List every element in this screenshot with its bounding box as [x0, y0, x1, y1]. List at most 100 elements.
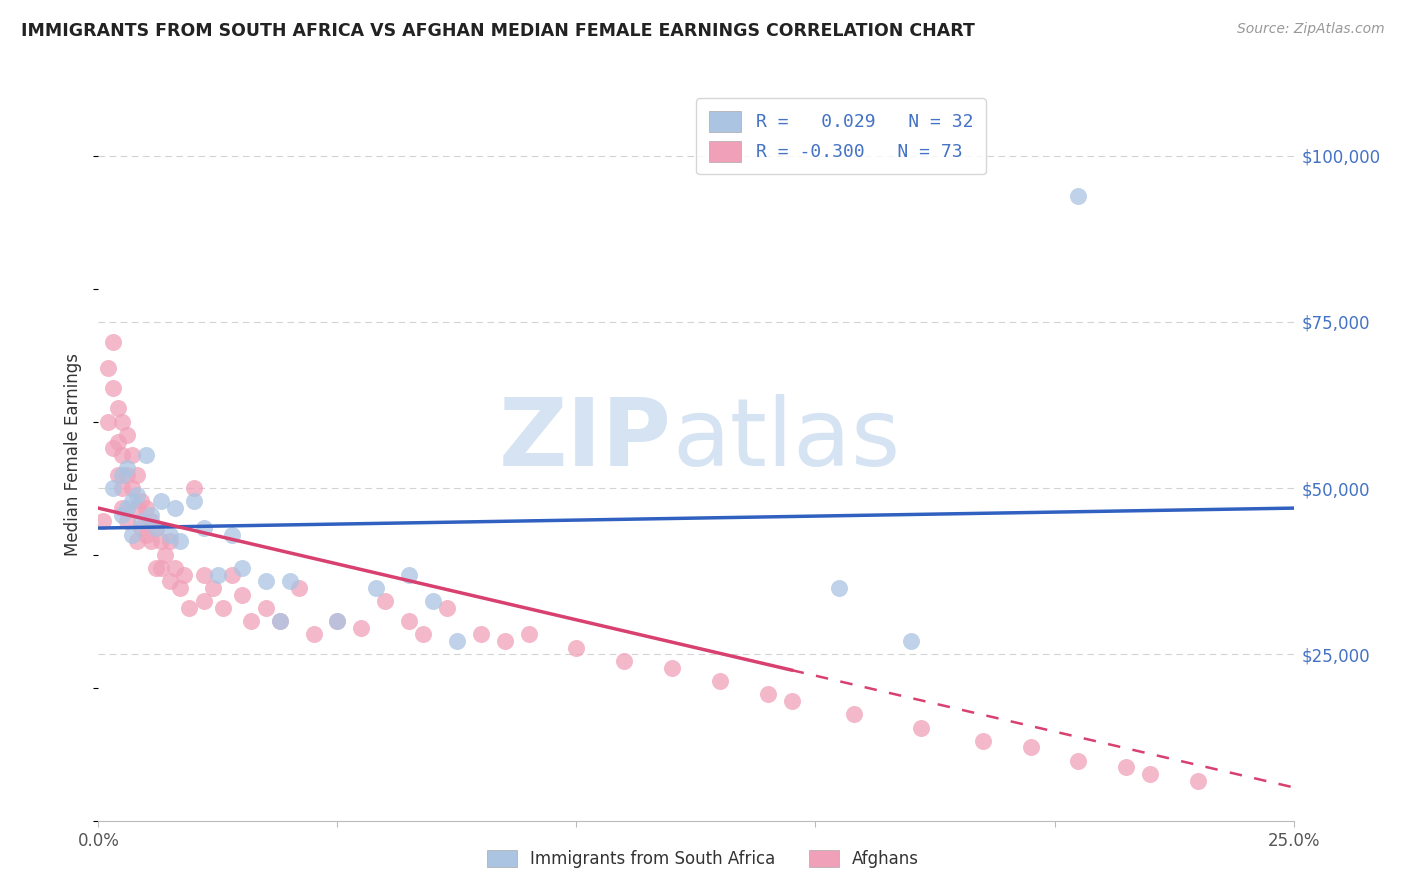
Point: [121, 527, 143, 541]
Point: [900, 634, 922, 648]
Point: [1187, 773, 1209, 788]
Point: [1019, 740, 1042, 755]
Point: [159, 534, 181, 549]
Point: [374, 594, 396, 608]
Point: [121, 448, 143, 462]
Point: [517, 627, 540, 641]
Point: [159, 527, 181, 541]
Point: [131, 494, 153, 508]
Point: [107, 401, 129, 416]
Point: [101, 381, 124, 395]
Point: [446, 634, 468, 648]
Point: [254, 574, 277, 589]
Point: [278, 574, 301, 589]
Point: [183, 481, 205, 495]
Point: [910, 721, 932, 735]
Point: [173, 567, 195, 582]
Point: [470, 627, 492, 641]
Point: [107, 434, 129, 449]
Point: [149, 561, 172, 575]
Point: [121, 494, 143, 508]
Point: [269, 614, 291, 628]
Point: [145, 561, 167, 575]
Point: [288, 581, 311, 595]
Point: [145, 521, 167, 535]
Point: [364, 581, 387, 595]
Point: [221, 567, 243, 582]
Point: [183, 494, 205, 508]
Point: [254, 600, 277, 615]
Point: [101, 481, 124, 495]
Legend: Immigrants from South Africa, Afghans: Immigrants from South Africa, Afghans: [478, 842, 928, 877]
Point: [107, 467, 129, 482]
Point: [115, 467, 138, 482]
Text: IMMIGRANTS FROM SOUTH AFRICA VS AFGHAN MEDIAN FEMALE EARNINGS CORRELATION CHART: IMMIGRANTS FROM SOUTH AFRICA VS AFGHAN M…: [21, 22, 974, 40]
Point: [101, 334, 124, 349]
Point: [91, 515, 114, 529]
Point: [149, 534, 172, 549]
Point: [115, 515, 138, 529]
Point: [613, 654, 636, 668]
Point: [756, 687, 779, 701]
Point: [494, 634, 516, 648]
Point: [135, 448, 157, 462]
Point: [121, 481, 143, 495]
Point: [163, 561, 186, 575]
Legend: R =   0.029   N = 32, R = -0.300   N = 73: R = 0.029 N = 32, R = -0.300 N = 73: [696, 98, 986, 174]
Point: [436, 600, 458, 615]
Point: [115, 501, 138, 516]
Point: [125, 534, 148, 549]
Point: [135, 527, 157, 541]
Point: [326, 614, 349, 628]
Point: [179, 600, 201, 615]
Point: [661, 661, 683, 675]
Point: [972, 734, 994, 748]
Point: [326, 614, 349, 628]
Point: [111, 448, 134, 462]
Point: [211, 600, 233, 615]
Point: [398, 614, 420, 628]
Point: [131, 515, 153, 529]
Point: [221, 527, 243, 541]
Point: [155, 548, 177, 562]
Point: [115, 461, 138, 475]
Point: [240, 614, 263, 628]
Point: [842, 707, 865, 722]
Point: [149, 494, 172, 508]
Point: [565, 640, 588, 655]
Point: [231, 561, 253, 575]
Point: [302, 627, 325, 641]
Point: [169, 534, 191, 549]
Point: [193, 567, 215, 582]
Point: [828, 581, 851, 595]
Point: [1067, 754, 1090, 768]
Point: [169, 581, 191, 595]
Text: ZIP: ZIP: [499, 394, 672, 486]
Point: [412, 627, 434, 641]
Point: [207, 567, 229, 582]
Point: [125, 501, 148, 516]
Point: [115, 428, 138, 442]
Point: [111, 508, 134, 522]
Point: [125, 467, 148, 482]
Point: [422, 594, 444, 608]
Point: [231, 588, 253, 602]
Y-axis label: Median Female Earnings: Median Female Earnings: [65, 353, 83, 557]
Point: [97, 415, 120, 429]
Point: [193, 521, 215, 535]
Point: [139, 534, 162, 549]
Point: [163, 501, 186, 516]
Point: [193, 594, 215, 608]
Point: [1067, 188, 1090, 202]
Point: [398, 567, 420, 582]
Point: [111, 415, 134, 429]
Point: [1139, 767, 1161, 781]
Point: [139, 515, 162, 529]
Text: atlas: atlas: [672, 394, 900, 486]
Point: [350, 621, 373, 635]
Text: Source: ZipAtlas.com: Source: ZipAtlas.com: [1237, 22, 1385, 37]
Point: [780, 694, 803, 708]
Point: [1115, 760, 1137, 774]
Point: [709, 673, 731, 688]
Point: [202, 581, 225, 595]
